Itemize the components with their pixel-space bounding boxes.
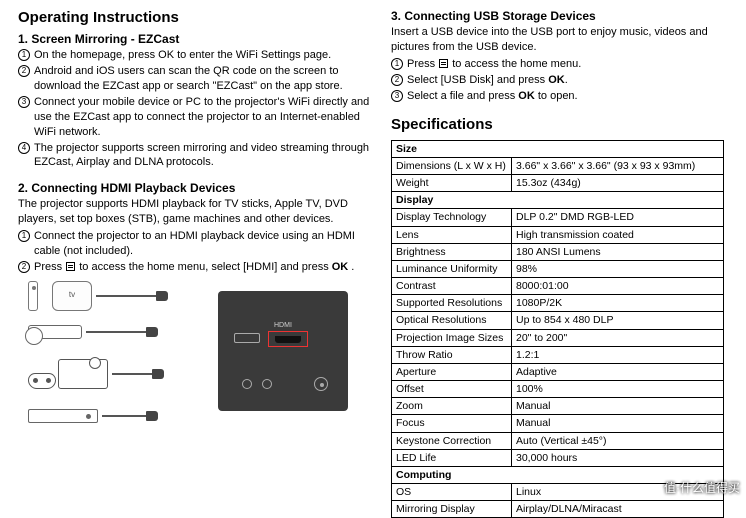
appletv-icon: tv	[52, 281, 92, 311]
step-num-icon: 1	[18, 49, 30, 61]
step-text: Connect your mobile device or PC to the …	[34, 95, 371, 140]
step-num-icon: 2	[391, 74, 403, 86]
ok-label: OK	[518, 90, 535, 102]
table-row: Weight15.3oz (434g)	[392, 175, 724, 192]
hdmi-diagram: HDMI tv	[18, 281, 368, 456]
audio-port-icon	[242, 379, 252, 389]
table-row: LensHigh transmission coated	[392, 226, 724, 243]
table-row: Brightness180 ANSI Lumens	[392, 243, 724, 260]
section-display: Display	[392, 192, 724, 209]
step-text: On the homepage, press OK to enter the W…	[34, 48, 371, 63]
table-row: Luminance Uniformity98%	[392, 260, 724, 277]
table-row: Throw Ratio1.2:1	[392, 346, 724, 363]
menu-icon	[439, 59, 448, 68]
spec-table: Size Dimensions (L x W x H)3.66" x 3.66"…	[391, 140, 724, 518]
table-row: ApertureAdaptive	[392, 363, 724, 380]
gamepad-icon	[28, 373, 56, 389]
right-column: 3. Connecting USB Storage Devices Insert…	[385, 0, 746, 502]
step-text: Press to access the home menu.	[407, 57, 724, 72]
step-text: Select a file and press OK to open.	[407, 89, 724, 104]
projector-icon: HDMI	[218, 291, 348, 411]
s1-step2: 2 Android and iOS users can scan the QR …	[18, 64, 371, 94]
title-operating: Operating Instructions	[18, 8, 371, 28]
step-num-icon: 3	[18, 96, 30, 108]
step-text: Select [USB Disk] and press OK.	[407, 73, 724, 88]
step-text: Android and iOS users can scan the QR co…	[34, 64, 371, 94]
step-text: Connect the projector to an HDMI playbac…	[34, 229, 371, 259]
section-size: Size	[392, 140, 724, 157]
step-text: The projector supports screen mirroring …	[34, 141, 371, 171]
watermark: 值·什么值得买	[664, 479, 740, 496]
s3-step2: 2 Select [USB Disk] and press OK.	[391, 73, 724, 88]
step-num-icon: 1	[391, 58, 403, 70]
s2-step2: 2 Press to access the home menu, select …	[18, 260, 371, 275]
table-row: Supported Resolutions1080P/2K	[392, 295, 724, 312]
txt: to open.	[535, 90, 578, 102]
dvd-device	[28, 325, 146, 339]
heading-usb: 3. Connecting USB Storage Devices	[391, 8, 724, 24]
hdmi-cable-icon	[102, 415, 146, 417]
s1-step3: 3 Connect your mobile device or PC to th…	[18, 95, 371, 140]
s3-step3: 3 Select a file and press OK to open.	[391, 89, 724, 104]
table-row: Display	[392, 192, 724, 209]
table-row: Contrast8000:01:00	[392, 278, 724, 295]
game-console-device	[28, 359, 152, 389]
left-column: Operating Instructions 1. Screen Mirrori…	[0, 0, 385, 502]
table-row: Mirroring DisplayAirplay/DLNA/Miracast	[392, 501, 724, 518]
step-num-icon: 3	[391, 90, 403, 102]
txt: Press	[34, 261, 65, 273]
table-row: FocusManual	[392, 415, 724, 432]
remote-icon	[28, 281, 38, 311]
table-row: Offset100%	[392, 381, 724, 398]
hdmi-port-highlight	[268, 331, 308, 347]
s1-step1: 1 On the homepage, press OK to enter the…	[18, 48, 371, 63]
heading-screen-mirroring: 1. Screen Mirroring - EZCast	[18, 31, 371, 47]
txt: Select a file and press	[407, 90, 518, 102]
table-row: ZoomManual	[392, 398, 724, 415]
table-row: Keystone CorrectionAuto (Vertical ±45°)	[392, 432, 724, 449]
hdmi-cable-icon	[86, 331, 146, 333]
ok-label: OK	[332, 261, 349, 273]
step-num-icon: 1	[18, 230, 30, 242]
table-row: Display TechnologyDLP 0.2" DMD RGB-LED	[392, 209, 724, 226]
txt: Press	[407, 58, 438, 70]
hdmi-cable-icon	[96, 295, 156, 297]
hdmi-label: HDMI	[274, 321, 292, 330]
table-row: Projection Image Sizes20" to 200"	[392, 329, 724, 346]
usb-intro: Insert a USB device into the USB port to…	[391, 25, 724, 55]
table-row: Optical ResolutionsUp to 854 x 480 DLP	[392, 312, 724, 329]
hdmi-intro: The projector supports HDMI playback for…	[18, 197, 371, 227]
title-specifications: Specifications	[391, 115, 724, 135]
s1-step4: 4 The projector supports screen mirrorin…	[18, 141, 371, 171]
txt: Select [USB Disk] and press	[407, 74, 548, 86]
s3-step1: 1 Press to access the home menu.	[391, 57, 724, 72]
txt: to access the home menu.	[449, 58, 581, 70]
dvd-icon	[28, 325, 82, 339]
step-num-icon: 2	[18, 65, 30, 77]
table-row: LED Life30,000 hours	[392, 449, 724, 466]
txt: to access the home menu, select [HDMI] a…	[76, 261, 332, 273]
hdmi-cable-icon	[112, 373, 152, 375]
step-num-icon: 2	[18, 261, 30, 273]
txt: .	[565, 74, 568, 86]
step-text: Press to access the home menu, select [H…	[34, 260, 371, 275]
ok-label: OK	[548, 74, 565, 86]
step-num-icon: 4	[18, 142, 30, 154]
usb-port-icon	[234, 333, 260, 343]
stb-device	[28, 409, 146, 423]
apple-tv-device: tv	[28, 281, 156, 311]
power-port-icon	[314, 377, 328, 391]
stb-icon	[28, 409, 98, 423]
audio-port-icon	[262, 379, 272, 389]
s2-step1: 1 Connect the projector to an HDMI playb…	[18, 229, 371, 259]
table-row: Dimensions (L x W x H)3.66" x 3.66" x 3.…	[392, 157, 724, 174]
console-icon	[58, 359, 108, 389]
menu-icon	[66, 262, 75, 271]
table-row: Size	[392, 140, 724, 157]
heading-hdmi: 2. Connecting HDMI Playback Devices	[18, 180, 371, 196]
txt: .	[348, 261, 354, 273]
